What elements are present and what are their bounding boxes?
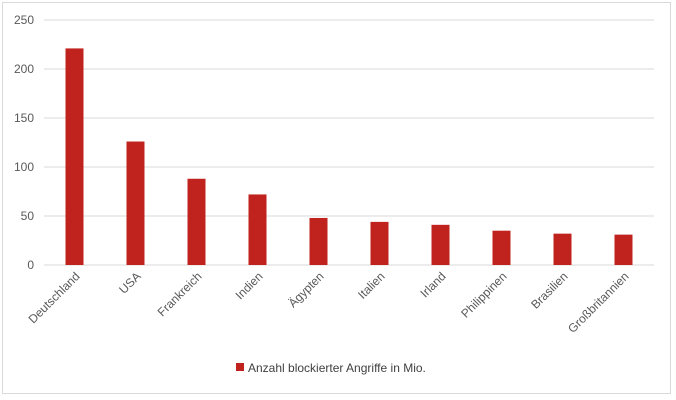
bar [553, 233, 572, 265]
y-tick-label: 0 [27, 258, 34, 272]
y-tick-label: 100 [14, 160, 34, 174]
x-tick-label: Großbritannien [565, 269, 632, 336]
bar [65, 48, 84, 265]
bar [370, 221, 389, 265]
x-tick-label: Ägypten [286, 269, 327, 310]
x-tick-label: Irland [417, 269, 448, 300]
gridlines [44, 19, 654, 266]
x-tick-label: Frankreich [155, 269, 205, 319]
bar [248, 194, 267, 265]
x-tick-label: Deutschland [26, 269, 83, 326]
bar [187, 178, 206, 265]
bar [126, 141, 145, 265]
x-tick-label: Philippinen [458, 269, 509, 320]
legend: Anzahl blockierter Angriffe in Mio. [236, 361, 426, 375]
y-tick-label: 200 [14, 62, 34, 76]
y-axis-tick-labels: 0 50 100 150 200 250 [14, 13, 34, 272]
bar [309, 217, 328, 265]
bars [65, 48, 633, 265]
bar [431, 224, 450, 265]
x-tick-label: Italien [355, 269, 388, 302]
x-tick-label: Brasilien [528, 269, 570, 311]
y-tick-label: 250 [14, 13, 34, 27]
chart-frame [2, 2, 671, 394]
y-tick-label: 50 [21, 209, 35, 223]
bar [614, 234, 633, 265]
y-tick-label: 150 [14, 111, 34, 125]
x-tick-label: Indien [233, 269, 266, 302]
legend-label: Anzahl blockierter Angriffe in Mio. [248, 361, 426, 375]
legend-swatch [236, 363, 244, 371]
x-tick-label: USA [116, 269, 143, 296]
bar [492, 230, 511, 265]
x-axis-tick-labels: Deutschland USA Frankreich Indien Ägypten Ita… [26, 269, 632, 336]
